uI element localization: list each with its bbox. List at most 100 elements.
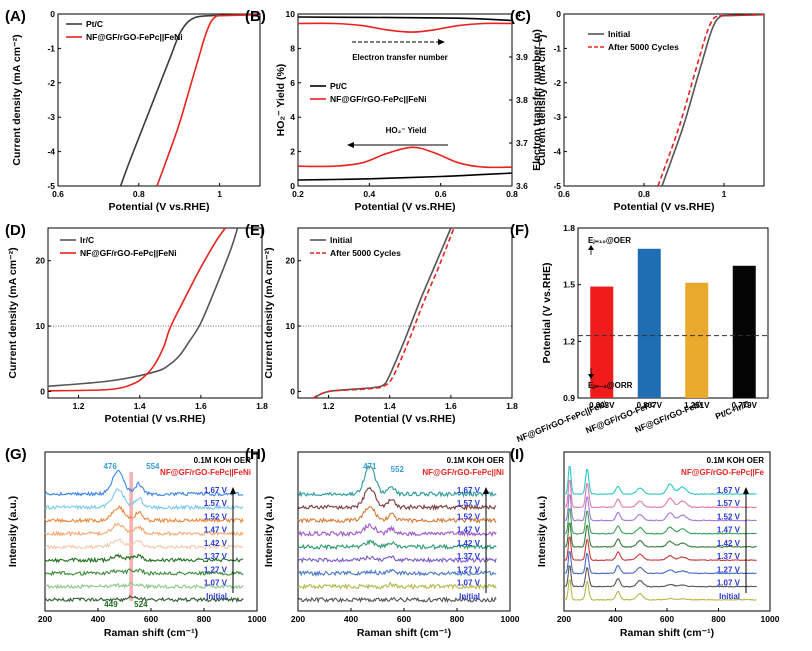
y-tick-label: 20: [36, 256, 46, 266]
x-tick-label: 1.4: [134, 401, 146, 411]
plot-title: 0.1M KOH OER: [447, 456, 505, 465]
y-axis-label: Current density (mA cm⁻²): [263, 247, 275, 378]
x-tick-label: 400: [344, 614, 358, 624]
plot-frame: [47, 227, 263, 399]
raman-spectrum: [297, 486, 497, 512]
x-axis-label: Potential (V vs.RHE): [105, 413, 206, 425]
legend-label: Initial: [330, 235, 352, 245]
raman-spectrum: [564, 579, 757, 601]
panel-label: (D): [5, 222, 26, 239]
legend-label: NF@GF/rGO-FePc||FeNi: [86, 32, 183, 42]
y-tick-label: 1.8: [563, 223, 575, 233]
y-tick-label: 4: [290, 112, 295, 122]
x-tick-label: 0.8: [506, 189, 518, 199]
oer-curve: [47, 227, 239, 387]
y-tick-label: 10: [36, 321, 46, 331]
panel-label: (B): [245, 8, 266, 25]
y-axis-label: Intensity (a.u.): [536, 496, 548, 567]
y2-tick-label: 3.7: [516, 138, 528, 148]
raman-spectrum: [44, 538, 244, 550]
panel-label: (C): [510, 8, 531, 25]
y-axis-label: Intensity (a.u.): [263, 496, 275, 567]
x-tick-label: 0.6: [435, 189, 447, 199]
potential-label: 1.27 V: [457, 565, 481, 574]
raman-spectrum: [563, 522, 757, 548]
potential-label: 1.47 V: [457, 526, 481, 535]
y-axis-label: Current density (mA cm⁻²): [7, 247, 19, 378]
lsv-curve: [119, 13, 261, 187]
x-axis-label: Raman shift (cm⁻¹): [104, 627, 198, 639]
y-tick-label: 1.5: [563, 280, 575, 290]
x-tick-label: 200: [557, 614, 571, 624]
panel-label: (G): [5, 446, 27, 463]
potential-label: 1.42 V: [457, 539, 481, 548]
peak-label: 554: [146, 462, 160, 471]
raman-spectrum: [297, 506, 497, 524]
y-tick-label: -4: [553, 147, 561, 157]
legend-label: After 5000 Cycles: [608, 42, 679, 52]
lsv-curve: [156, 13, 261, 187]
potential-gap-bar: [637, 248, 661, 398]
peak-highlight-band: [129, 472, 133, 601]
y-tick-label: -5: [553, 181, 561, 191]
x-tick-label: 0.2: [292, 189, 304, 199]
potential-label: 1.37 V: [457, 552, 481, 561]
potential-gap-bar: [732, 265, 756, 398]
y-tick-label: 0: [40, 386, 45, 396]
potential-label: 1.57 V: [717, 499, 741, 508]
oer-curve: [312, 227, 455, 399]
potential-label: 1.42 V: [204, 539, 228, 548]
raman-spectrum: [297, 554, 497, 564]
x-tick-label: 200: [291, 614, 305, 624]
stability-curve: [657, 13, 765, 187]
potential-label: 1.52 V: [204, 512, 228, 521]
raman-spectrum: [563, 465, 757, 496]
x-axis-label: Potential (V vs.RHE): [614, 201, 715, 213]
potential-label: 1.07 V: [457, 579, 481, 588]
y2-tick-label: 3.6: [516, 181, 528, 191]
arrow-head: [230, 487, 236, 494]
arrow-head: [588, 245, 594, 250]
raman-spectrum: [44, 488, 244, 511]
x-tick-label: 400: [608, 614, 622, 624]
x-axis-label: Potential (V vs.RHE): [355, 201, 456, 213]
potential-label: 1.27 V: [204, 565, 228, 574]
raman-spectrum: [44, 469, 244, 497]
plot-title: 0.1M KOH OER: [194, 456, 252, 465]
legend-label: NF@GF/rGO-FePc||FeNi: [80, 248, 177, 258]
x-tick-label: 800: [711, 614, 725, 624]
panel-label: (A): [5, 8, 26, 25]
y-tick-label: 0: [290, 386, 295, 396]
raman-spectrum: [297, 581, 497, 591]
y-axis-label: Current density (mA cm⁻²): [536, 34, 548, 165]
electron-number-curve: [297, 16, 513, 22]
peak-label: 449: [104, 600, 118, 609]
legend-label: Ir/C: [80, 235, 94, 245]
x-axis-label: Potential (V vs.RHE): [109, 201, 210, 213]
peak-label: 476: [103, 462, 117, 471]
raman-spectrum: [563, 494, 757, 522]
y-tick-label: -3: [47, 112, 55, 122]
x-tick-label: 1000: [501, 614, 520, 624]
arrow-head: [483, 487, 489, 494]
x-tick-label: 1.8: [256, 401, 268, 411]
x-axis-label: Raman shift (cm⁻¹): [620, 627, 714, 639]
y-tick-label: 20: [286, 256, 296, 266]
y-tick-label: 10: [286, 9, 296, 19]
x-tick-label: 1.4: [384, 401, 396, 411]
raman-spectrum: [44, 581, 244, 590]
yield-curve: [297, 172, 513, 181]
x-tick-label: 1.8: [506, 401, 518, 411]
potential-label: 1.67 V: [204, 486, 228, 495]
potential-label: 1.52 V: [457, 512, 481, 521]
peak-label: 471: [363, 462, 377, 471]
potential-gap-bar: [685, 282, 709, 398]
y2-tick-label: 3.8: [516, 95, 528, 105]
legend-label: Pt/C: [330, 81, 347, 91]
annotation-label: Electron transfer number: [352, 53, 448, 62]
y-tick-label: -4: [47, 147, 55, 157]
annotation-label: HO₂⁻ Yield: [386, 126, 427, 135]
x-tick-label: 1.6: [195, 401, 207, 411]
y-tick-label: 10: [286, 321, 296, 331]
